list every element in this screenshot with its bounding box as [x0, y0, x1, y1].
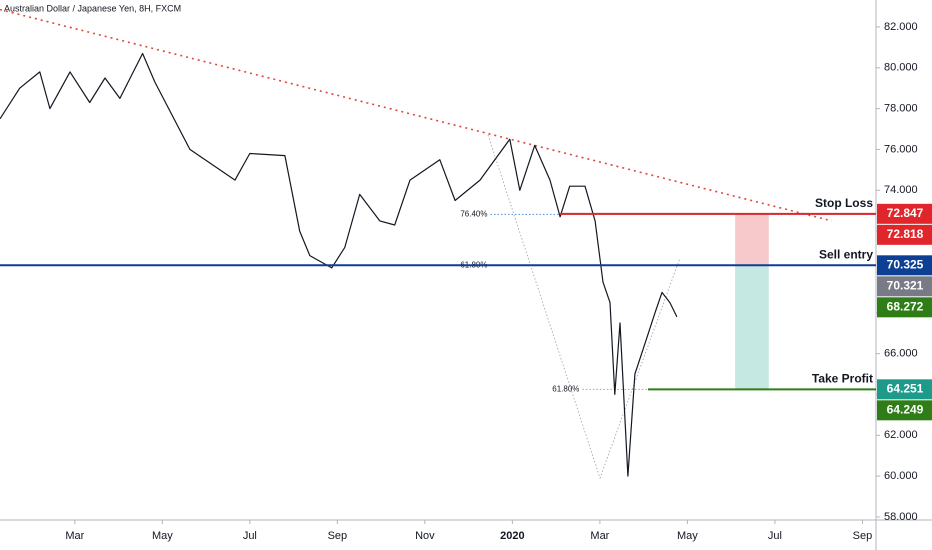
- price-tag-label: 64.249: [887, 402, 924, 416]
- stop-zone: [735, 213, 769, 266]
- price-tag: [877, 276, 932, 297]
- price-tag: [877, 379, 932, 400]
- price-tag: [877, 400, 932, 421]
- x-tick-label: Sep: [328, 530, 348, 542]
- x-tick-label: Sep: [853, 530, 873, 542]
- price-tag-label: 72.847: [887, 206, 924, 220]
- x-tick-label: Nov: [415, 530, 435, 542]
- x-tick-label: 2020: [500, 530, 524, 542]
- y-tick-label: 60.000: [884, 470, 918, 482]
- price-line: [0, 52, 678, 477]
- y-tick-label: 76.000: [884, 143, 918, 155]
- level-label: Stop Loss: [815, 196, 873, 210]
- y-tick-label: 74.000: [884, 184, 918, 196]
- y-tick-label: 78.000: [884, 103, 918, 115]
- level-label: Sell entry: [819, 247, 873, 261]
- price-tag-label: 70.325: [887, 257, 924, 271]
- price-tag: [877, 224, 932, 245]
- target-zone: [735, 265, 769, 390]
- fib-drawing-guide: [487, 134, 681, 480]
- x-tick-label: Jul: [243, 530, 257, 542]
- x-tick-label: Jul: [768, 530, 782, 542]
- chart-title: Australian Dollar / Japanese Yen, 8H, FX…: [4, 3, 181, 13]
- x-tick-label: Mar: [65, 530, 84, 542]
- y-tick-label: 80.000: [884, 62, 918, 74]
- x-tick-label: May: [152, 530, 173, 542]
- fib-label: 76.40%: [460, 210, 487, 219]
- y-tick-label: 82.000: [884, 21, 918, 33]
- x-tick-label: May: [677, 530, 698, 542]
- y-tick-label: 62.000: [884, 429, 918, 441]
- price-tag-label: 72.818: [887, 227, 924, 241]
- trend-line: [0, 8, 833, 222]
- fib-label: 61.80%: [552, 384, 579, 393]
- x-tick-label: Mar: [590, 530, 609, 542]
- y-tick-label: 66.000: [884, 348, 918, 360]
- price-tag: [877, 255, 932, 276]
- price-tag-label: 64.251: [887, 381, 924, 395]
- price-tag: [877, 297, 932, 318]
- y-tick-label: 58.000: [884, 511, 918, 523]
- price-tag-label: 70.321: [887, 278, 924, 292]
- price-tag: [877, 203, 932, 224]
- price-tag-label: 68.272: [887, 299, 924, 313]
- level-label: Take Profit: [812, 371, 873, 385]
